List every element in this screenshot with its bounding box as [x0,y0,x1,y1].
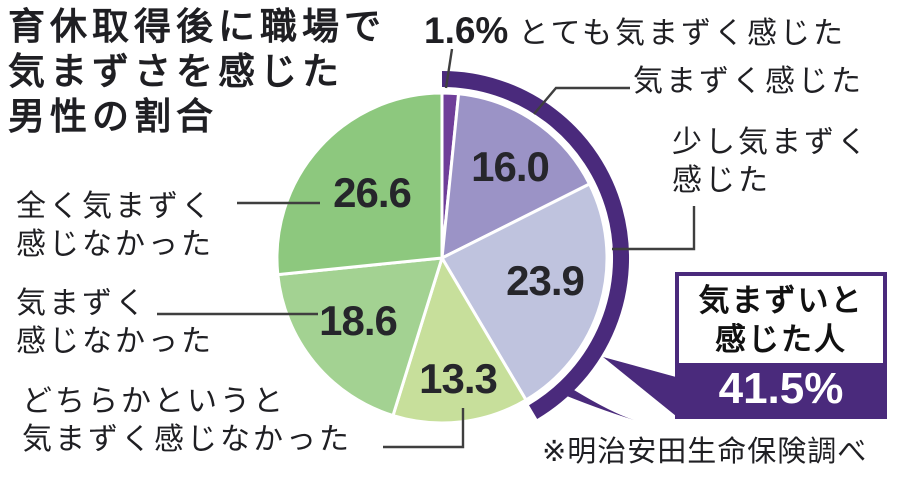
leader-line-very-awkward [444,48,454,89]
label-little-awkward: 少し気まずく 感じた [672,124,870,200]
slice-value-13.3: 13.3 [419,355,498,402]
highlight-arc-path [441,71,629,419]
label-not-awkward-line1: 気まずく [16,287,148,320]
label-very-awkward: 1.6% とても気まずく感じた [424,8,846,52]
slice-value-16.0: 16.0 [471,143,550,190]
slice-value-18.6: 18.6 [319,297,398,344]
pie-slice [391,256,528,425]
chart-title-line3: 男性の割合 [8,96,218,137]
label-not-awkward-line2: 感じなかった [16,325,214,358]
pie-slices [275,91,609,425]
label-rather-not-awkward: どちらかというと 気まずく感じなかった [22,383,352,459]
label-not-at-all-awkward: 全く気まずく 感じなかった [16,188,214,264]
leader-line-awkward [533,86,630,115]
highlight-box-label-line2: 感じた人 [715,322,847,357]
leader-line-little-awkward [612,206,696,251]
value-very-awkward: 1.6% [424,10,509,51]
label-little-awkward-line2: 感じた [672,164,771,197]
chart-title-line2: 気まずさを感じた [8,51,344,92]
label-rather-not-line2: 気まずく感じなかった [22,423,352,456]
callout-arrow [603,357,676,416]
pie-slice [440,92,591,260]
leader-line-rather-not [383,408,465,449]
pie-slice [440,182,609,402]
chart-title: 育休取得後に職場で 気まずさを感じた 男性の割合 [8,4,386,139]
label-awkward: 気まずく感じた [633,65,864,98]
pie-slice [275,91,444,277]
slice-value-26.6: 26.6 [333,169,412,216]
highlight-arc [441,71,629,419]
leader-lines [157,48,696,449]
callout-arrow-swoosh [552,390,634,420]
slice-value-23.9: 23.9 [506,257,585,304]
label-not-at-all-line1: 全く気まずく [16,190,214,223]
highlight-box-value: 41.5% [679,363,883,415]
pie-slice [276,256,444,418]
source-credit: ※明治安田生命保険調べ [542,436,868,468]
label-not-at-all-line2: 感じなかった [16,228,214,261]
highlight-box: 気まずいと 感じた人 41.5% [675,272,887,419]
chart-title-line1: 育休取得後に職場で [8,6,386,47]
label-very-awkward-text: とても気まずく感じた [518,17,846,50]
highlight-box-label-line1: 気まずいと [698,283,864,318]
highlight-box-label: 気まずいと 感じた人 [679,276,883,363]
label-little-awkward-line1: 少し気まずく [672,126,870,159]
label-rather-not-line1: どちらかというと [22,385,286,418]
label-not-awkward: 気まずく 感じなかった [16,285,214,361]
